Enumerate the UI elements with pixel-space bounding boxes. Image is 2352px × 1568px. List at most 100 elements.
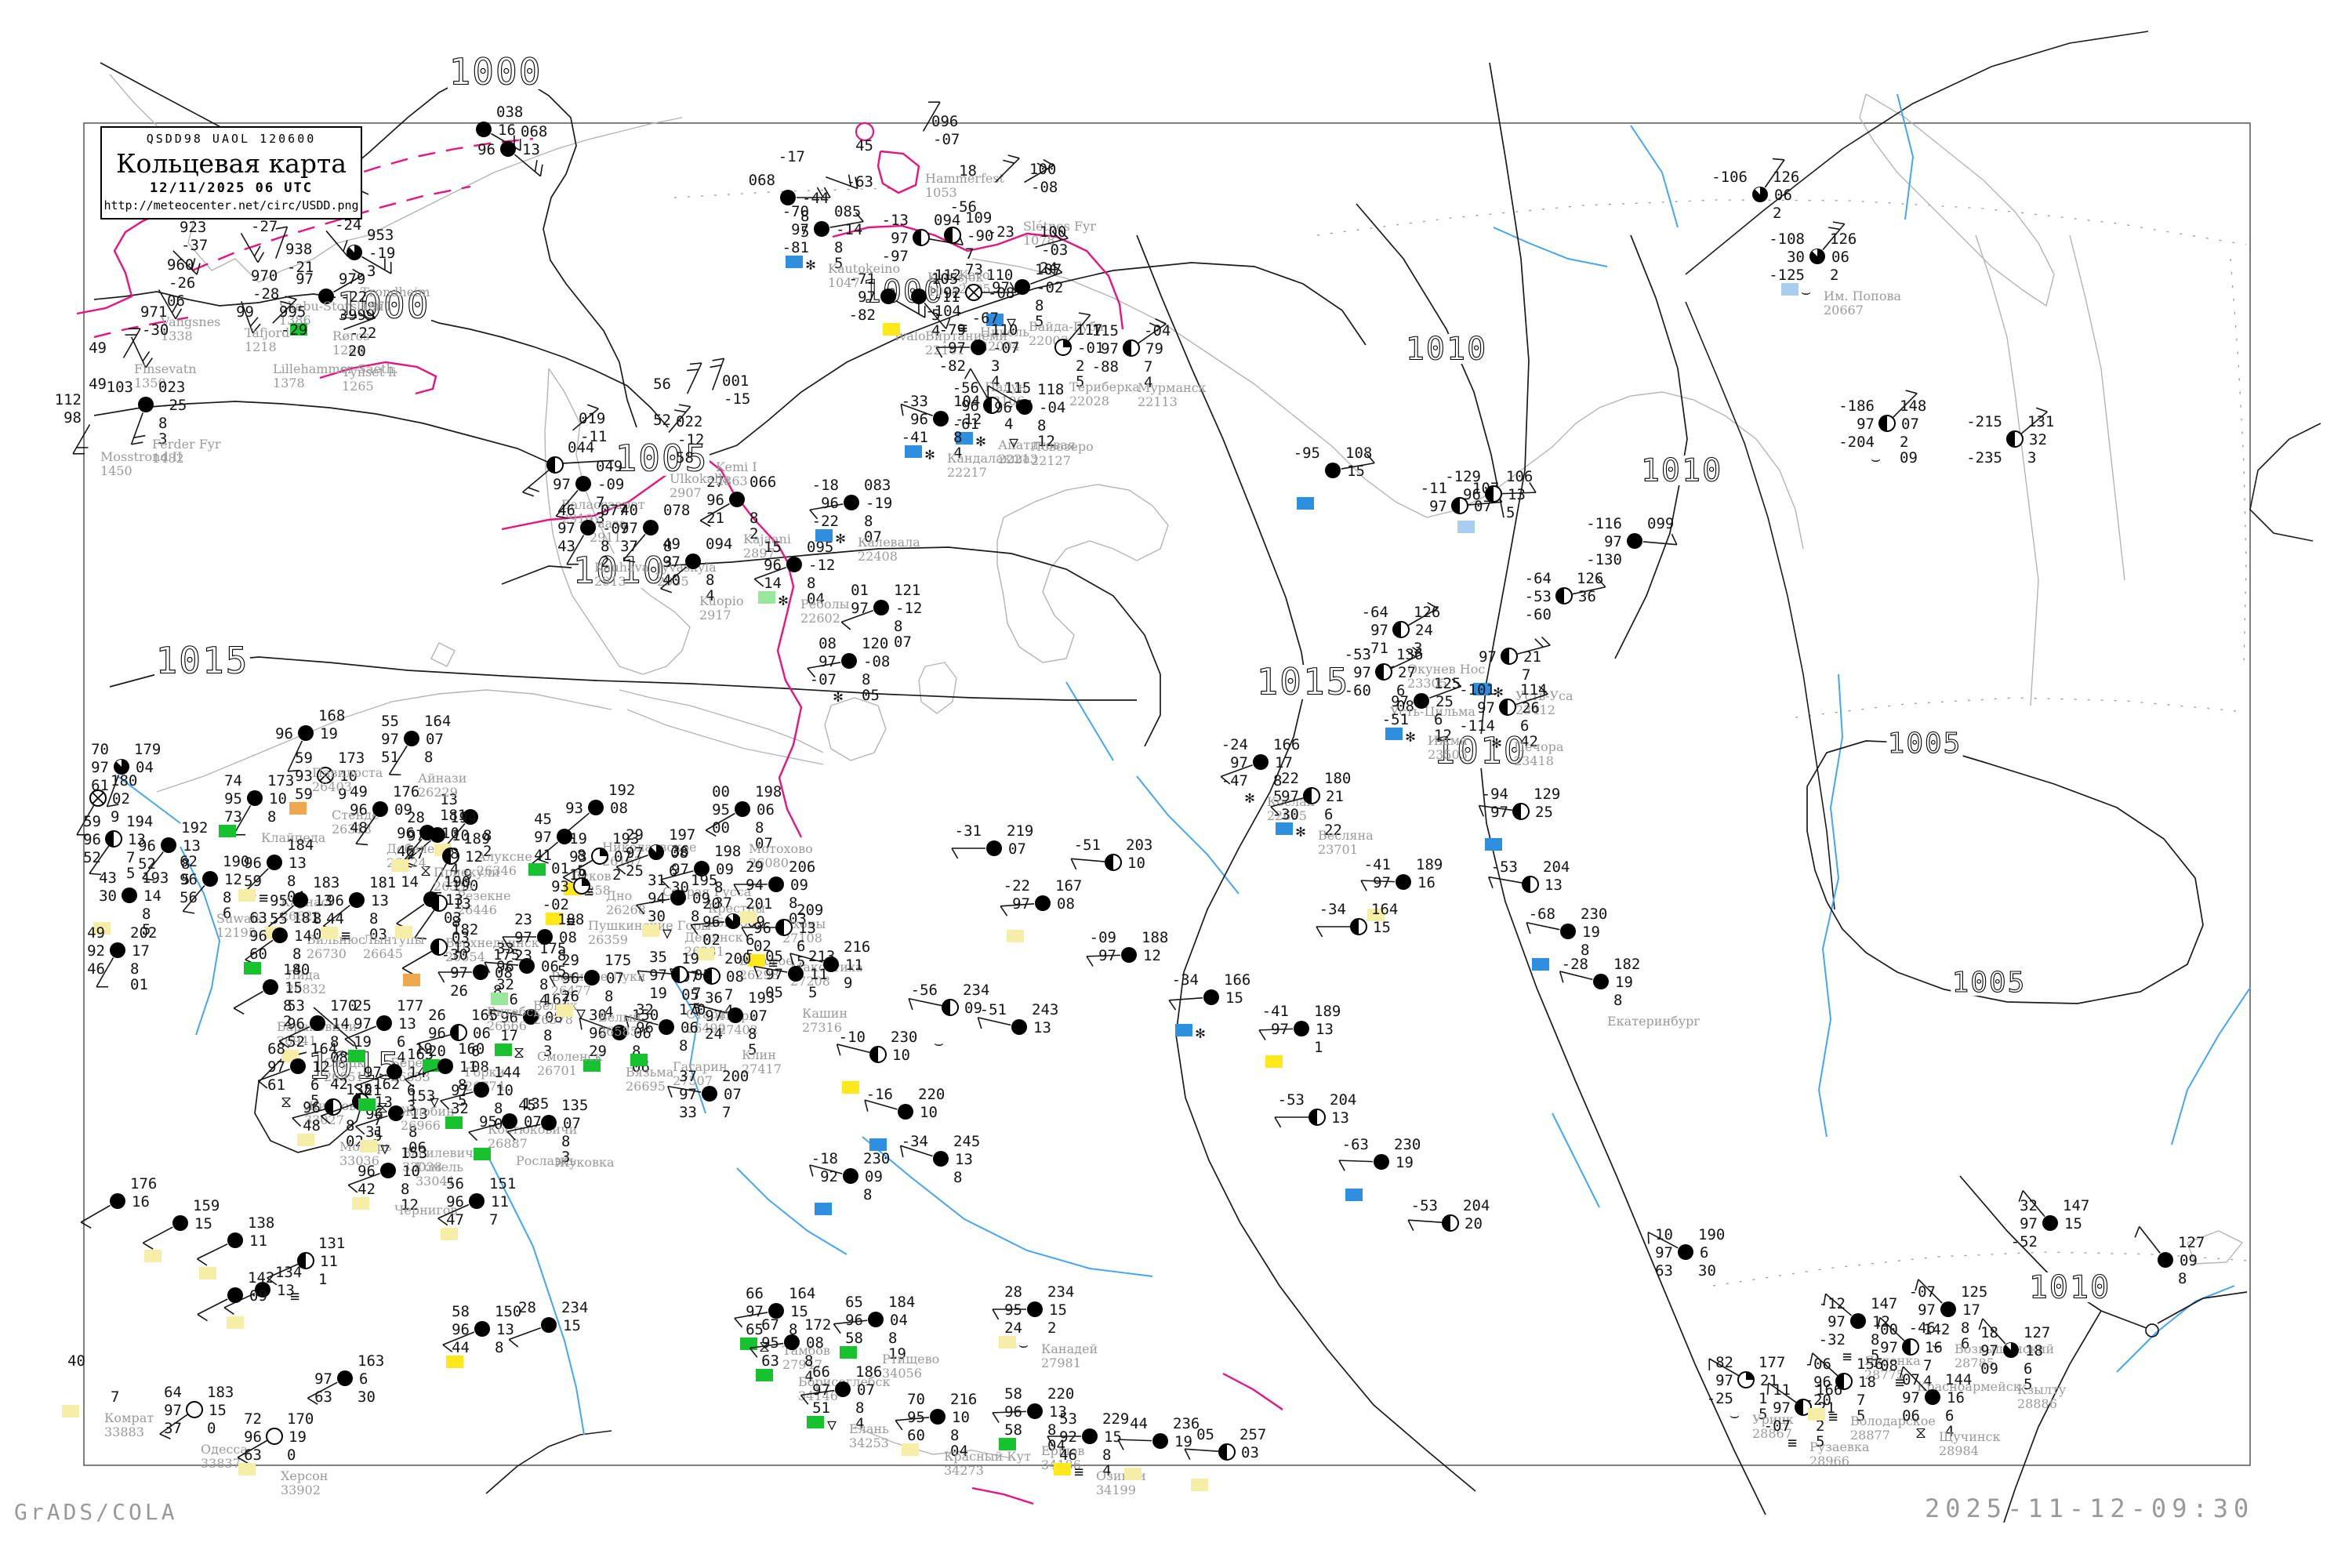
svg-text:97: 97 — [1828, 1313, 1846, 1330]
precip-square — [1276, 822, 1293, 835]
svg-text:≡: ≡ — [259, 888, 268, 907]
station-plot: 6795631720884Борисоглебск34146 — [749, 1316, 891, 1403]
svg-text:32: 32 — [2020, 1197, 2038, 1214]
svg-text:06: 06 — [1831, 249, 1849, 266]
svg-text:30: 30 — [358, 1388, 376, 1406]
svg-text:245: 245 — [953, 1133, 980, 1150]
station-name: Айнази — [418, 771, 466, 786]
svg-text:8: 8 — [292, 946, 301, 963]
station-name: Рославль — [516, 1153, 576, 1168]
svg-text:257: 257 — [1240, 1426, 1266, 1443]
station-id: 26229 — [418, 785, 458, 800]
svg-text:-52: -52 — [2011, 1233, 2038, 1250]
svg-text:8: 8 — [1613, 992, 1622, 1009]
svg-text:105: 105 — [931, 270, 958, 288]
svg-text:≡: ≡ — [1788, 1433, 1797, 1452]
svg-text:97: 97 — [746, 1303, 764, 1320]
svg-text:30: 30 — [589, 1007, 607, 1024]
svg-text:97: 97 — [364, 1064, 382, 1081]
svg-text:24: 24 — [1415, 622, 1433, 639]
isobar-label: 1005 — [615, 437, 709, 480]
svg-text:3: 3 — [596, 510, 604, 527]
svg-text:13: 13 — [1316, 1021, 1334, 1038]
svg-text:-235: -235 — [1966, 449, 2002, 466]
svg-text:6: 6 — [1434, 711, 1443, 728]
svg-text:4: 4 — [804, 1368, 813, 1385]
svg-text:74: 74 — [224, 772, 242, 789]
station-name: Ivalo — [895, 328, 926, 343]
svg-text:19: 19 — [289, 1428, 307, 1446]
svg-text:170: 170 — [287, 1410, 314, 1428]
front-line — [877, 150, 920, 194]
station-name: Горки — [465, 1065, 505, 1080]
svg-text:97: 97 — [1880, 1339, 1898, 1356]
station-id: 33027 — [304, 1112, 344, 1127]
svg-text:✻: ✻ — [976, 431, 985, 450]
svg-text:03: 03 — [444, 909, 462, 927]
svg-text:7: 7 — [724, 986, 733, 1004]
svg-text:82: 82 — [1715, 1354, 1733, 1371]
station-name: Калевала — [858, 535, 920, 550]
svg-text:09: 09 — [692, 890, 710, 907]
svg-text:204: 204 — [1330, 1091, 1356, 1109]
svg-text:15: 15 — [1373, 919, 1391, 936]
front-line — [336, 137, 534, 182]
svg-text:49: 49 — [87, 924, 105, 942]
svg-text:-14: -14 — [836, 221, 862, 238]
svg-text:97: 97 — [1902, 1389, 1920, 1406]
svg-text:118: 118 — [1037, 381, 1064, 398]
svg-text:-22: -22 — [812, 513, 839, 530]
graticule-line — [1795, 697, 2247, 718]
svg-text:-204: -204 — [1838, 434, 1875, 451]
svg-text:103: 103 — [107, 379, 133, 396]
svg-text:97: 97 — [267, 1058, 285, 1076]
svg-text:170: 170 — [330, 997, 357, 1014]
svg-text:08: 08 — [1057, 895, 1075, 913]
svg-text:8: 8 — [888, 1330, 897, 1347]
svg-text:14: 14 — [294, 927, 312, 945]
svg-text:019: 019 — [579, 410, 605, 427]
river — [485, 1152, 585, 1436]
svg-text:92: 92 — [820, 1168, 838, 1185]
svg-text:-56: -56 — [950, 198, 977, 216]
svg-text:8: 8 — [1961, 1319, 1969, 1337]
svg-text:37: 37 — [679, 1068, 697, 1085]
station-name: Kuopio — [699, 593, 744, 608]
station-name: Реболы — [800, 597, 850, 612]
svg-text:04: 04 — [950, 1443, 968, 1460]
svg-text:96: 96 — [496, 958, 514, 975]
svg-text:01: 01 — [551, 860, 569, 877]
svg-text:26: 26 — [1522, 699, 1540, 717]
svg-text:230: 230 — [1394, 1136, 1421, 1153]
svg-text:✻: ✻ — [1296, 822, 1305, 840]
precip-square — [1054, 1463, 1071, 1475]
svg-text:96: 96 — [500, 1009, 518, 1026]
svg-text:36: 36 — [705, 989, 723, 1007]
svg-text:-88: -88 — [1092, 358, 1119, 376]
svg-text:59: 59 — [295, 750, 313, 767]
svg-text:45: 45 — [855, 137, 873, 154]
station-name: Окунев Нос — [1407, 662, 1485, 677]
station-plot: 40973707883Jyvaskyla2935 — [620, 502, 717, 589]
precip-square — [630, 1054, 648, 1066]
svg-text:193: 193 — [142, 869, 169, 887]
svg-text:97: 97 — [1604, 533, 1622, 550]
svg-text:✻: ✻ — [1245, 788, 1254, 807]
station-name: Lillehammer-Saeth. — [273, 361, 398, 376]
svg-text:97: 97 — [553, 476, 571, 493]
station-id: 33837 — [201, 1456, 241, 1471]
river — [2171, 987, 2251, 1145]
